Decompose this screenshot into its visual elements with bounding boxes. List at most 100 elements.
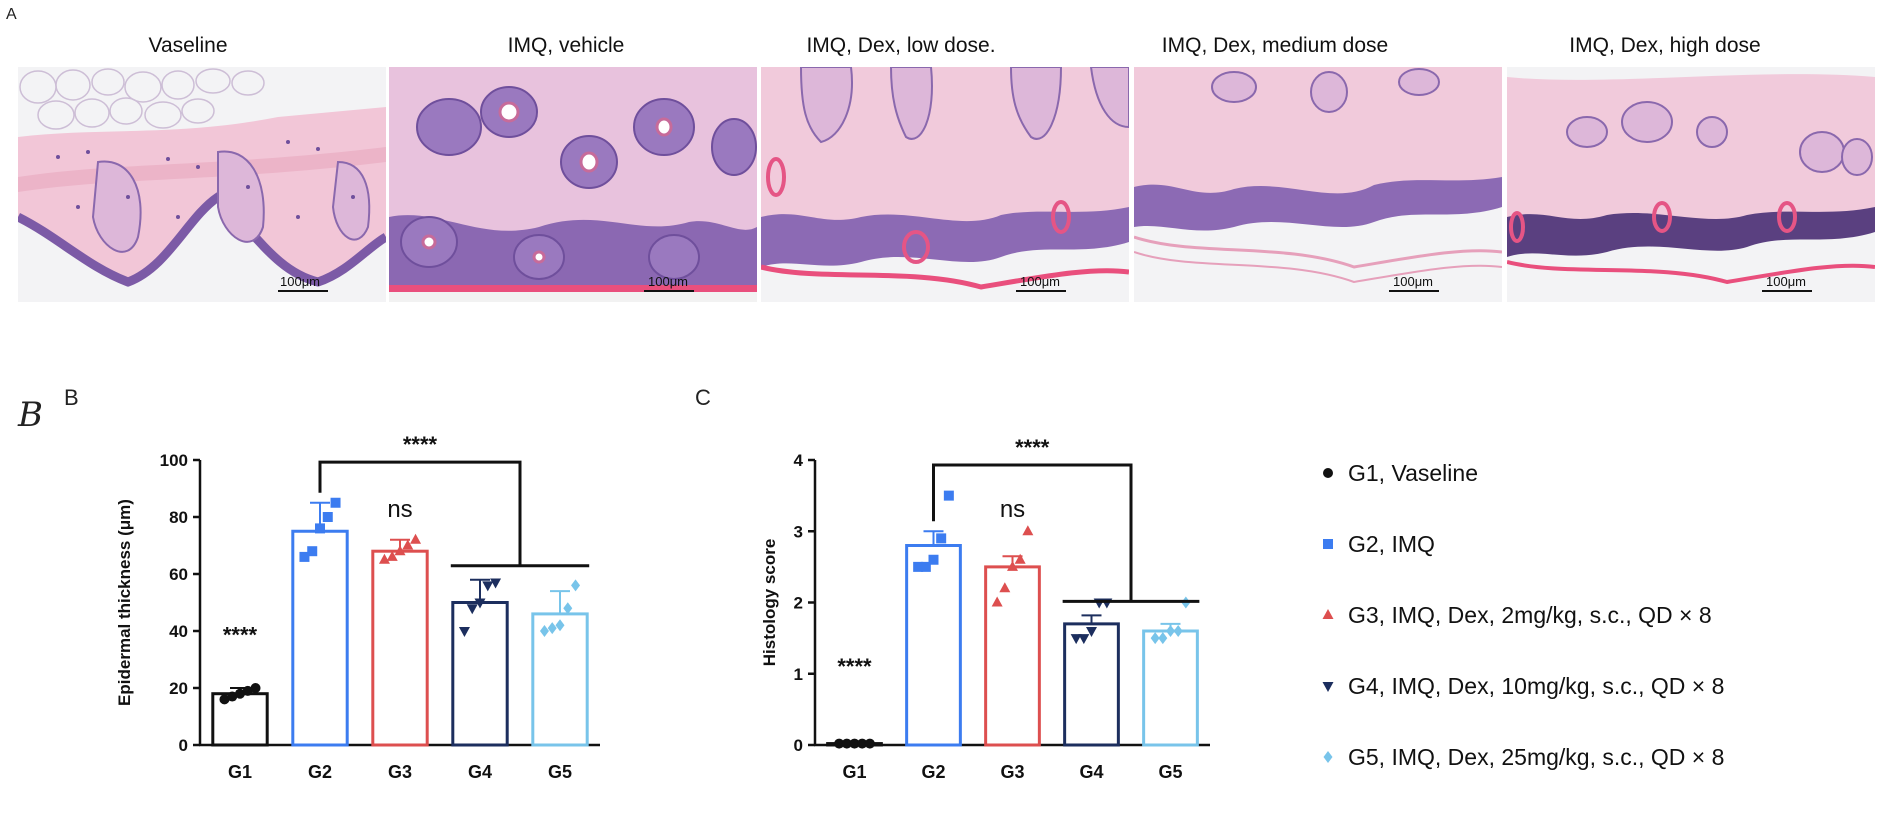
data-point-g3: [1007, 560, 1018, 571]
legend-marker-triangle-up: [1322, 609, 1334, 619]
data-point-g5: [1150, 632, 1160, 645]
legend-label: G1, Vaseline: [1348, 460, 1478, 486]
scale-bar-label: 100μm: [1020, 274, 1061, 289]
data-point-g3: [1022, 525, 1034, 536]
data-point-g3: [410, 533, 422, 544]
x-tick-label-g2: G2: [308, 762, 332, 782]
data-point-g2: [928, 554, 939, 565]
scale-bar-label: 100μm: [1393, 274, 1434, 289]
y-tick-label: 40: [169, 622, 188, 641]
data-point-g4: [474, 598, 486, 609]
panel-letter-b: B: [64, 385, 79, 410]
significance-label: ****: [223, 622, 258, 647]
data-point-g1: [834, 738, 845, 749]
histology-title-vehicle: IMQ, vehicle: [507, 34, 625, 57]
x-tick-label-g1: G1: [842, 762, 866, 782]
scale-bar-label: 100μm: [648, 274, 689, 289]
data-point-g5: [1158, 632, 1168, 645]
histology-title-medium-dose: IMQ, Dex, medium dose: [1161, 34, 1389, 57]
legend-label: G5, IMQ, Dex, 25mg/kg, s.c., QD × 8: [1348, 744, 1725, 770]
data-point-g2: [330, 497, 341, 508]
data-point-g1: [864, 738, 875, 749]
data-point-g4: [490, 578, 502, 589]
x-tick-label-g5: G5: [548, 762, 572, 782]
data-point-g3: [402, 539, 414, 550]
data-point-g5: [563, 602, 573, 615]
legend-marker-circle: [1323, 468, 1333, 478]
y-tick-label: 100: [160, 451, 188, 470]
data-point-g5: [1166, 625, 1175, 637]
y-tick-label: 0: [794, 736, 803, 755]
y-tick-label: 2: [794, 594, 803, 613]
data-point-g1: [235, 688, 245, 699]
legend-label: G4, IMQ, Dex, 10mg/kg, s.c., QD × 8: [1348, 673, 1725, 699]
data-point-g3: [394, 545, 406, 556]
y-tick-label: 4: [794, 451, 804, 470]
legend-label: G3, IMQ, Dex, 2mg/kg, s.c., QD × 8: [1348, 602, 1712, 628]
data-point-g2: [920, 561, 931, 572]
x-tick-label-g2: G2: [921, 762, 945, 782]
histology-image-high-dose: 100μm: [1507, 67, 1875, 302]
significance-label: ****: [1015, 435, 1050, 460]
histology-title-low-dose: IMQ, Dex, low dose.: [806, 34, 996, 57]
significance-label: ****: [837, 654, 872, 679]
legend-marker-circle: [1323, 468, 1333, 478]
data-point-g2: [943, 490, 954, 501]
x-tick-label-g3: G3: [1000, 762, 1024, 782]
legend-marker-diamond: [1323, 751, 1333, 763]
y-axis-label: Epidermal thickness (μm): [115, 499, 134, 706]
data-point-g5: [571, 579, 581, 592]
significance-label: ****: [403, 432, 438, 457]
bar-g4: [1063, 622, 1120, 747]
data-point-g1: [841, 738, 852, 749]
data-point-g3: [999, 582, 1011, 593]
data-point-g3: [1014, 553, 1026, 564]
data-point-g2: [315, 523, 325, 534]
significance-label: ns: [387, 496, 412, 523]
data-point-g3: [991, 596, 1003, 607]
histology-image-low-dose: 100μm: [761, 67, 1129, 302]
legend-marker-diamond: [1323, 751, 1333, 763]
bar-g3: [984, 565, 1041, 747]
y-tick-label: 60: [169, 565, 188, 584]
significance-bracket: [318, 460, 590, 568]
y-tick-label: 1: [794, 665, 803, 684]
legend-marker-triangle-up: [1322, 609, 1334, 619]
data-point-g4: [1078, 634, 1090, 645]
data-point-g3: [378, 553, 390, 564]
panel-letter-b-script: B: [18, 395, 43, 435]
histology-image-medium-dose: 100μm: [1134, 67, 1502, 302]
legend-label: G2, IMQ: [1348, 531, 1435, 557]
data-point-g1: [250, 683, 261, 693]
data-point-g1: [857, 738, 868, 749]
legend-marker-square: [1323, 539, 1333, 549]
legend-marker-square: [1323, 539, 1333, 549]
data-point-g2: [322, 512, 333, 522]
y-tick-label: 3: [794, 522, 803, 541]
data-point-g4: [466, 604, 478, 615]
data-point-g4: [1086, 627, 1097, 637]
data-point-g4: [458, 627, 470, 637]
x-tick-label-g5: G5: [1158, 762, 1182, 782]
y-tick-label: 80: [169, 508, 188, 527]
data-point-g5: [555, 619, 565, 632]
bar-g3: [371, 549, 429, 747]
histology-title-vaseline: Vaseline: [148, 34, 228, 57]
data-point-g2: [307, 546, 318, 557]
legend-marker-triangle-down: [1322, 682, 1334, 692]
significance-label: ns: [1000, 496, 1025, 523]
data-point-g1: [219, 694, 230, 705]
scale-bar-label: 100μm: [280, 274, 321, 289]
y-tick-label: 20: [169, 679, 188, 698]
data-point-g1: [227, 691, 238, 702]
bar-g5: [1142, 629, 1199, 747]
histology-image-vaseline: 100μm: [18, 67, 386, 302]
bar-g4: [451, 601, 509, 747]
data-point-g2: [913, 561, 924, 572]
x-tick-label-g3: G3: [388, 762, 412, 782]
x-tick-label-g1: G1: [228, 762, 252, 782]
y-tick-label: 0: [179, 736, 188, 755]
data-point-g2: [299, 551, 310, 562]
data-point-g5: [539, 625, 549, 637]
legend-marker-triangle-down: [1322, 682, 1334, 692]
